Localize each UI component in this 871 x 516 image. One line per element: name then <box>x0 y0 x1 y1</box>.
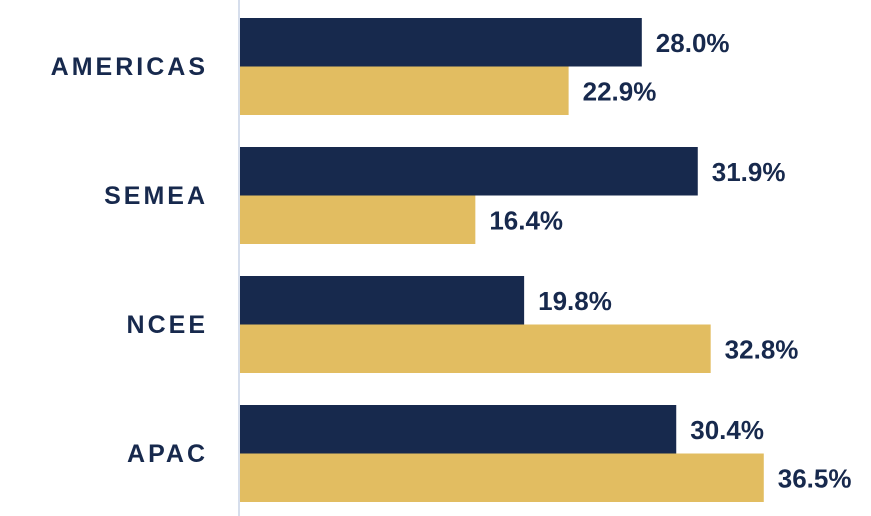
value-label: 22.9% <box>583 77 657 107</box>
bar <box>240 453 764 502</box>
category-label: APAC <box>127 440 208 468</box>
value-label: 28.0% <box>656 28 730 58</box>
value-label: 16.4% <box>489 206 563 236</box>
bar <box>240 66 569 115</box>
bar <box>240 324 711 373</box>
category-label: NCEE <box>127 311 208 339</box>
value-label: 32.8% <box>725 335 799 365</box>
bar <box>240 195 476 244</box>
bar <box>240 147 698 196</box>
category-label: AMERICAS <box>51 53 208 81</box>
value-label: 31.9% <box>712 157 786 187</box>
value-label: 19.8% <box>538 286 612 316</box>
bar <box>240 405 677 454</box>
bar <box>240 276 525 325</box>
value-label: 36.5% <box>778 464 852 494</box>
value-label: 30.4% <box>690 415 764 445</box>
category-label: SEMEA <box>104 182 208 210</box>
bar <box>240 18 642 67</box>
